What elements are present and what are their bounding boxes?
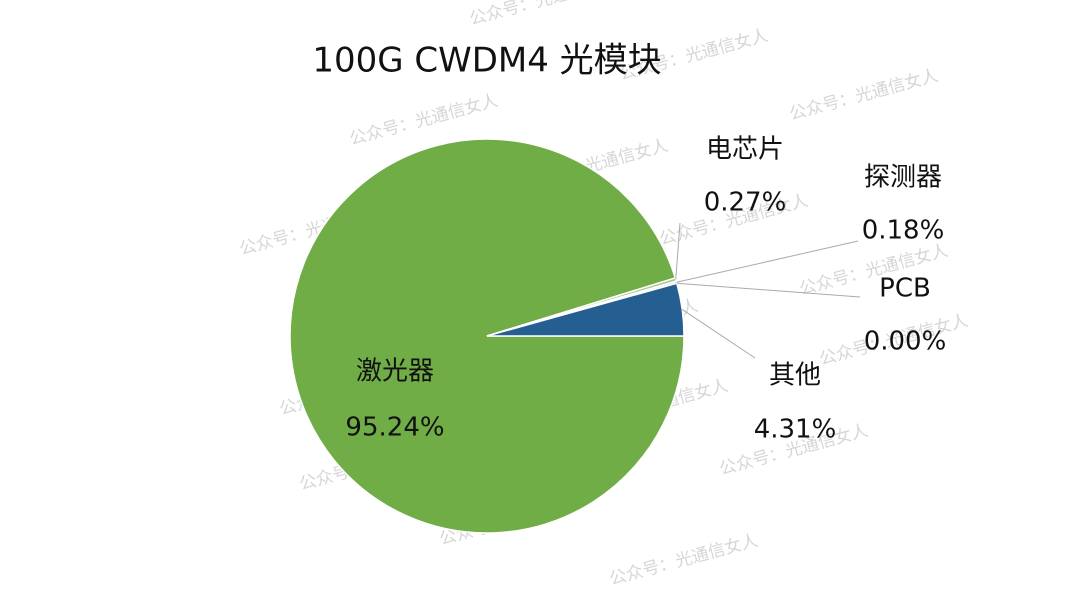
slice-label: 其他 [769, 361, 821, 391]
slice-label: 激光器 [356, 357, 434, 387]
slice-value: 0.00% [864, 327, 947, 357]
leader-line [675, 222, 681, 280]
slice-label: PCB [879, 274, 931, 304]
slice-value: 95.24% [345, 413, 444, 443]
slice-value: 0.27% [704, 188, 787, 218]
chart-title: 100G CWDM4 光模块 [312, 41, 661, 81]
watermark: 公众号：光通信女人 [467, 0, 620, 30]
slice-label: 探测器 [864, 163, 942, 193]
leader-line [676, 282, 861, 298]
slice-value: 4.31% [754, 415, 837, 445]
leader-line [681, 308, 756, 359]
slice-label: 电芯片 [706, 135, 784, 165]
watermark: 公众号：光通信女人 [607, 531, 760, 590]
slice-value: 0.18% [862, 216, 945, 246]
leader-line [676, 240, 859, 283]
watermark: 公众号：光通信女人 [787, 66, 940, 125]
